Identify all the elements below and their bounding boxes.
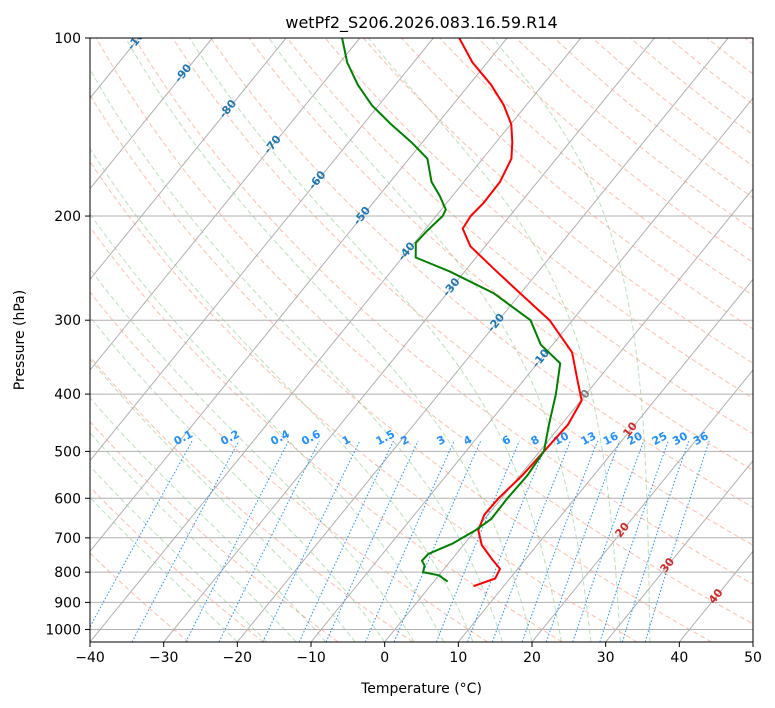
moist-adiabat-line [189, 38, 562, 642]
dry-adiabat-line [210, 38, 753, 508]
x-tick-label: 40 [670, 650, 688, 666]
isotherm-line [310, 97, 753, 642]
mixing-ratio-line [131, 440, 240, 642]
x-tick-label: 30 [597, 650, 615, 666]
x-tick-label: −10 [296, 650, 326, 666]
mixing-ratio-label: 30 [670, 429, 690, 448]
isotherm-line [236, 38, 729, 642]
x-tick-label: 0 [380, 650, 389, 666]
moist-adiabat-line [368, 38, 621, 642]
y-axis-label: Pressure (hPa) [12, 290, 28, 390]
mixing-ratio-line [185, 440, 290, 642]
mixing-ratio-label: 13 [579, 429, 599, 448]
dewpoint-profile-line [341, 38, 562, 583]
moist-adiabat-line [90, 212, 445, 642]
plot-frame [89, 37, 754, 643]
x-tick-label: −30 [149, 650, 179, 666]
y-tick-label: 600 [54, 491, 81, 507]
dry-adiabat-line [362, 38, 753, 364]
temperature-profile-line [458, 38, 583, 588]
isotherm-line [90, 38, 287, 281]
y-tick-label: 400 [54, 387, 81, 403]
moist-adiabat-line [90, 358, 356, 642]
moist-adiabat-line [90, 432, 297, 642]
mixing-ratio-label: 16 [601, 429, 621, 448]
dry-adiabat-line [95, 38, 753, 625]
y-tick-label: 300 [54, 313, 81, 329]
mixing-ratio-line [393, 440, 482, 642]
x-tick-label: −20 [223, 650, 253, 666]
isotherm-line [531, 369, 753, 642]
dry-adiabat-line [439, 38, 753, 296]
mixing-ratio-line [218, 440, 320, 642]
dry-adiabat-line [324, 38, 753, 399]
mixing-ratio-label: 10 [551, 429, 571, 448]
mixing-ratio-line [572, 440, 645, 642]
y-tick-label: 700 [54, 531, 81, 547]
y-tick-label: 500 [54, 444, 81, 460]
isotherm-line [90, 38, 361, 371]
mixing-ratio-line [90, 440, 193, 628]
isotherm-line [163, 38, 655, 642]
x-tick-label: 50 [744, 650, 762, 666]
profile-lines [341, 38, 583, 588]
mixing-ratio-line [435, 440, 520, 642]
dry-adiabat-line [90, 226, 563, 642]
mixing-ratio-line [521, 440, 599, 642]
mixing-ratio-line [262, 440, 361, 642]
mixing-ratio-line [621, 440, 690, 642]
y-tick-label: 800 [54, 565, 81, 581]
x-tick-label: −40 [75, 650, 105, 666]
x-tick-label: 10 [449, 650, 467, 666]
mixing-ratio-line [644, 440, 710, 642]
dry-adiabat-line [90, 160, 638, 642]
moist-adiabat-line [90, 315, 386, 642]
isotherm-line [90, 38, 434, 462]
x-tick-label: 20 [523, 650, 541, 666]
dry-adiabat-line [90, 420, 339, 642]
mixing-ratio-label: 36 [691, 429, 711, 448]
moist-adiabat-line [125, 38, 533, 642]
mixing-ratio-line [491, 440, 571, 642]
dry-adiabat-line [90, 291, 488, 642]
mixing-ratio-line [364, 440, 455, 642]
moist-adiabat-line [90, 465, 268, 642]
isotherm-line [90, 38, 582, 642]
x-axis-label: Temperature (°C) [360, 681, 482, 697]
moist-adiabat-line [90, 68, 503, 642]
dry-adiabat-line [90, 552, 190, 642]
isotherm-line [384, 187, 753, 642]
moist-adiabat-line [90, 396, 327, 642]
y-axis: 100 200 300 400 500 600 700 800 900 1000 [45, 31, 90, 638]
dry-adiabat-line [133, 38, 753, 585]
moist-adiabat-line [90, 268, 415, 642]
isotherm-line [457, 278, 753, 642]
mixing-ratio-label: 20 [625, 429, 645, 448]
plot-area: -100-90-80-70-60-50-40-30-20-10010203040… [90, 38, 753, 642]
mixing-ratio-labels: 0.1 0.2 0.4 0.6 1 1.5 2 3 4 6 8 10 13 16 20 25 30 36 [172, 427, 711, 448]
mixing-ratio-lines [90, 440, 710, 642]
pressure-gridlines [90, 38, 753, 630]
moist-adiabat-line [492, 38, 651, 642]
dry-adiabats [90, 38, 753, 642]
y-tick-label: 900 [54, 595, 81, 611]
dry-adiabat-line [248, 38, 753, 471]
y-tick-label: 100 [54, 31, 81, 47]
dry-adiabat-line [90, 93, 712, 642]
y-tick-label: 200 [54, 209, 81, 225]
y-tick-label: 1000 [45, 622, 81, 638]
isotherm-line [90, 38, 213, 190]
mixing-ratio-line [599, 440, 669, 642]
isotherm-line [605, 459, 753, 642]
chart-title: wetPf2_S206.2026.083.16.59.R14 [285, 13, 557, 33]
x-axis: −40 −30 −20 −10 0 10 20 30 40 50 [75, 642, 762, 666]
moist-adiabat-line [268, 38, 592, 642]
moist-adiabats [90, 38, 651, 642]
mixing-ratio-label: 25 [650, 429, 670, 448]
isotherm-line [90, 38, 508, 553]
isotherms [90, 38, 753, 642]
mixing-ratio-line [545, 440, 621, 642]
